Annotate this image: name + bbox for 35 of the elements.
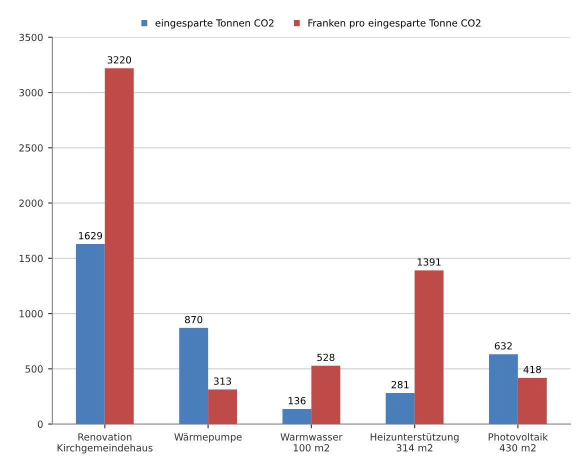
bar xyxy=(179,328,208,424)
bar xyxy=(282,409,312,424)
data-label: 632 xyxy=(494,342,512,350)
data-label: 136 xyxy=(288,397,306,404)
data-label: 3220 xyxy=(108,56,132,64)
data-label: 870 xyxy=(185,316,202,324)
x-tick-label: Warmwasser 100 m2 xyxy=(280,433,343,452)
x-tick-label: Renovation Kirchgemeindehaus xyxy=(58,433,153,454)
bar xyxy=(104,68,134,424)
x-tick-label: Photovoltaik 430 m2 xyxy=(488,433,548,452)
data-label: 1391 xyxy=(418,258,441,266)
bar xyxy=(76,244,105,424)
bar xyxy=(414,270,444,424)
x-tick-label: Wärmepumpe xyxy=(174,433,242,442)
legend-label: eingesparte Tonnen CO2 xyxy=(156,19,274,29)
y-tick-label: 3000 xyxy=(19,89,43,96)
y-tick-label: 1000 xyxy=(20,310,43,318)
bar xyxy=(311,366,340,424)
bar xyxy=(518,378,547,424)
x-tick-label: Heizunterstützung 314 m2 xyxy=(370,433,459,452)
bar xyxy=(208,389,238,424)
bar xyxy=(488,354,518,424)
data-label: 418 xyxy=(524,366,541,374)
y-tick-label: 0 xyxy=(38,420,43,428)
bar xyxy=(386,393,415,424)
data-label: 313 xyxy=(214,377,232,385)
y-tick-label: 2000 xyxy=(19,200,43,207)
data-label: 281 xyxy=(392,380,409,388)
data-label: 528 xyxy=(317,354,334,362)
y-tick-label: 1500 xyxy=(20,254,43,262)
data-label: 1629 xyxy=(79,232,102,240)
legend-label: Franken pro eingesparte Tonne CO2 xyxy=(308,19,480,29)
y-tick-label: 2500 xyxy=(19,144,43,152)
y-tick-label: 500 xyxy=(26,365,43,373)
y-tick-label: 3500 xyxy=(19,34,43,42)
